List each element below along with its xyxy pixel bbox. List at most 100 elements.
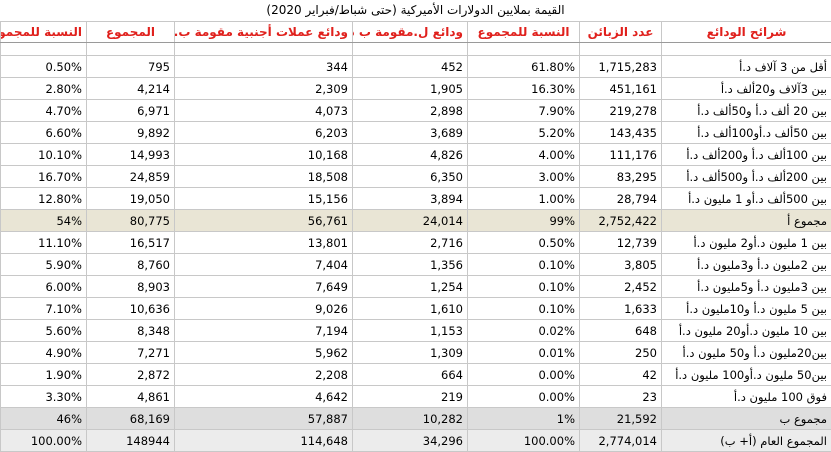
cell-share-of-total-amount: 100.00% xyxy=(1,430,87,452)
cell-share-of-total-clients: 0.10% xyxy=(468,298,580,320)
cell-share-of-total-clients: 16.30% xyxy=(468,78,580,100)
cell-share-of-total-amount: 4.70% xyxy=(1,100,87,122)
cell-lbp-deposits: 3,689 xyxy=(353,122,468,144)
cell-client-count: 111,176 xyxy=(580,144,662,166)
cell-share-of-total-clients: 61.80% xyxy=(468,56,580,78)
header-deposit-bracket: شرائح الودائع xyxy=(662,22,831,43)
cell-deposit-bracket: بين 50ألف د.أو100ألف د.أ xyxy=(662,122,831,144)
cell-total: 7,271 xyxy=(87,342,175,364)
cell-foreign-currency-deposits: 2,309 xyxy=(175,78,353,100)
cell-client-count: 1,715,283 xyxy=(580,56,662,78)
cell-share-of-total-amount: 5.60% xyxy=(1,320,87,342)
cell-share-of-total-amount: 1.90% xyxy=(1,364,87,386)
cell-share-of-total-clients: 100.00% xyxy=(468,430,580,452)
cell-total: 4,214 xyxy=(87,78,175,100)
cell-share-of-total-clients: 0.00% xyxy=(468,364,580,386)
header-client-count: عدد الزبائن xyxy=(580,22,662,43)
cell-lbp-deposits: 3,894 xyxy=(353,188,468,210)
cell-share-of-total-clients: 5.20% xyxy=(468,122,580,144)
cell-lbp-deposits: 452 xyxy=(353,56,468,78)
cell-share-of-total-clients: 3.00% xyxy=(468,166,580,188)
cell-deposit-bracket: فوق 100 مليون د.أ xyxy=(662,386,831,408)
cell-foreign-currency-deposits: 114,648 xyxy=(175,430,353,452)
cell-deposit-bracket: بين50 مليون د.أو100 مليون د.أ xyxy=(662,364,831,386)
header-share-of-total-clients: النسبة للمجموع xyxy=(468,22,580,43)
cell-foreign-currency-deposits: 2,208 xyxy=(175,364,353,386)
cell-share-of-total-clients: 0.00% xyxy=(468,386,580,408)
cell-client-count: 1,633 xyxy=(580,298,662,320)
cell-share-of-total-amount: 6.00% xyxy=(1,276,87,298)
cell-foreign-currency-deposits: 344 xyxy=(175,56,353,78)
cell-share-of-total-clients: 4.00% xyxy=(468,144,580,166)
cell-total: 2,872 xyxy=(87,364,175,386)
cell-lbp-deposits: 4,826 xyxy=(353,144,468,166)
cell-share-of-total-amount: 5.90% xyxy=(1,254,87,276)
cell-deposit-bracket: بين 100ألف د.أ و200ألف د.أ xyxy=(662,144,831,166)
cell-total: 14,993 xyxy=(87,144,175,166)
cell-deposit-bracket: بين 5 مليون د.أ و10مليون د.أ xyxy=(662,298,831,320)
header-total: المجموع xyxy=(87,22,175,43)
header-row: النسبة للمجموع المجموع ودائع عملات أجنبي… xyxy=(1,22,831,43)
cell-lbp-deposits: 1,254 xyxy=(353,276,468,298)
header-foreign-currency-deposits: ودائع عملات أجنبية مقومة ب.د.أ xyxy=(175,22,353,43)
cell-client-count: 451,161 xyxy=(580,78,662,100)
cell-client-count: 23 xyxy=(580,386,662,408)
cell-foreign-currency-deposits: 18,508 xyxy=(175,166,353,188)
header-lbp-deposits: ودائع ل.مقومة ب د.أ xyxy=(353,22,468,43)
cell-client-count: 219,278 xyxy=(580,100,662,122)
cell-total: 8,903 xyxy=(87,276,175,298)
cell-share-of-total-amount: 12.80% xyxy=(1,188,87,210)
cell-client-count: 2,452 xyxy=(580,276,662,298)
cell-deposit-bracket: بين 2مليون د.أ و3مليون د.أ xyxy=(662,254,831,276)
cell-share-of-total-amount: 4.90% xyxy=(1,342,87,364)
cell-lbp-deposits: 1,309 xyxy=(353,342,468,364)
cell-total: 24,859 xyxy=(87,166,175,188)
spacer-row xyxy=(1,43,831,56)
cell-lbp-deposits: 1,153 xyxy=(353,320,468,342)
cell-deposit-bracket: مجموع أ xyxy=(662,210,831,232)
cell-foreign-currency-deposits: 5,962 xyxy=(175,342,353,364)
cell-client-count: 648 xyxy=(580,320,662,342)
cell-share-of-total-clients: 1.00% xyxy=(468,188,580,210)
cell-lbp-deposits: 1,610 xyxy=(353,298,468,320)
cell-client-count: 3,805 xyxy=(580,254,662,276)
cell-lbp-deposits: 1,356 xyxy=(353,254,468,276)
cell-foreign-currency-deposits: 56,761 xyxy=(175,210,353,232)
cell-share-of-total-clients: 7.90% xyxy=(468,100,580,122)
cell-foreign-currency-deposits: 10,168 xyxy=(175,144,353,166)
cell-foreign-currency-deposits: 4,073 xyxy=(175,100,353,122)
cell-total: 8,760 xyxy=(87,254,175,276)
header-share-of-total-amount: النسبة للمجموع xyxy=(1,22,87,43)
cell-client-count: 12,739 xyxy=(580,232,662,254)
cell-share-of-total-clients: 99% xyxy=(468,210,580,232)
cell-deposit-bracket: بين 3آلاف و20ألف د.أ xyxy=(662,78,831,100)
cell-deposit-bracket: بين 1 مليون د.أو2 مليون د.أ xyxy=(662,232,831,254)
cell-lbp-deposits: 664 xyxy=(353,364,468,386)
cell-client-count: 2,774,014 xyxy=(580,430,662,452)
cell-share-of-total-amount: 7.10% xyxy=(1,298,87,320)
cell-foreign-currency-deposits: 7,194 xyxy=(175,320,353,342)
cell-share-of-total-amount: 54% xyxy=(1,210,87,232)
cell-share-of-total-amount: 16.70% xyxy=(1,166,87,188)
cell-lbp-deposits: 24,014 xyxy=(353,210,468,232)
cell-client-count: 83,295 xyxy=(580,166,662,188)
cell-share-of-total-amount: 3.30% xyxy=(1,386,87,408)
cell-lbp-deposits: 2,898 xyxy=(353,100,468,122)
cell-total: 80,775 xyxy=(87,210,175,232)
cell-deposit-bracket: المجموع العام (أ+ ب) xyxy=(662,430,831,452)
cell-total: 9,892 xyxy=(87,122,175,144)
cell-total: 148944 xyxy=(87,430,175,452)
cell-lbp-deposits: 1,905 xyxy=(353,78,468,100)
cell-deposit-bracket: أقل من 3 آلاف د.أ xyxy=(662,56,831,78)
cell-share-of-total-clients: 0.10% xyxy=(468,254,580,276)
cell-lbp-deposits: 6,350 xyxy=(353,166,468,188)
